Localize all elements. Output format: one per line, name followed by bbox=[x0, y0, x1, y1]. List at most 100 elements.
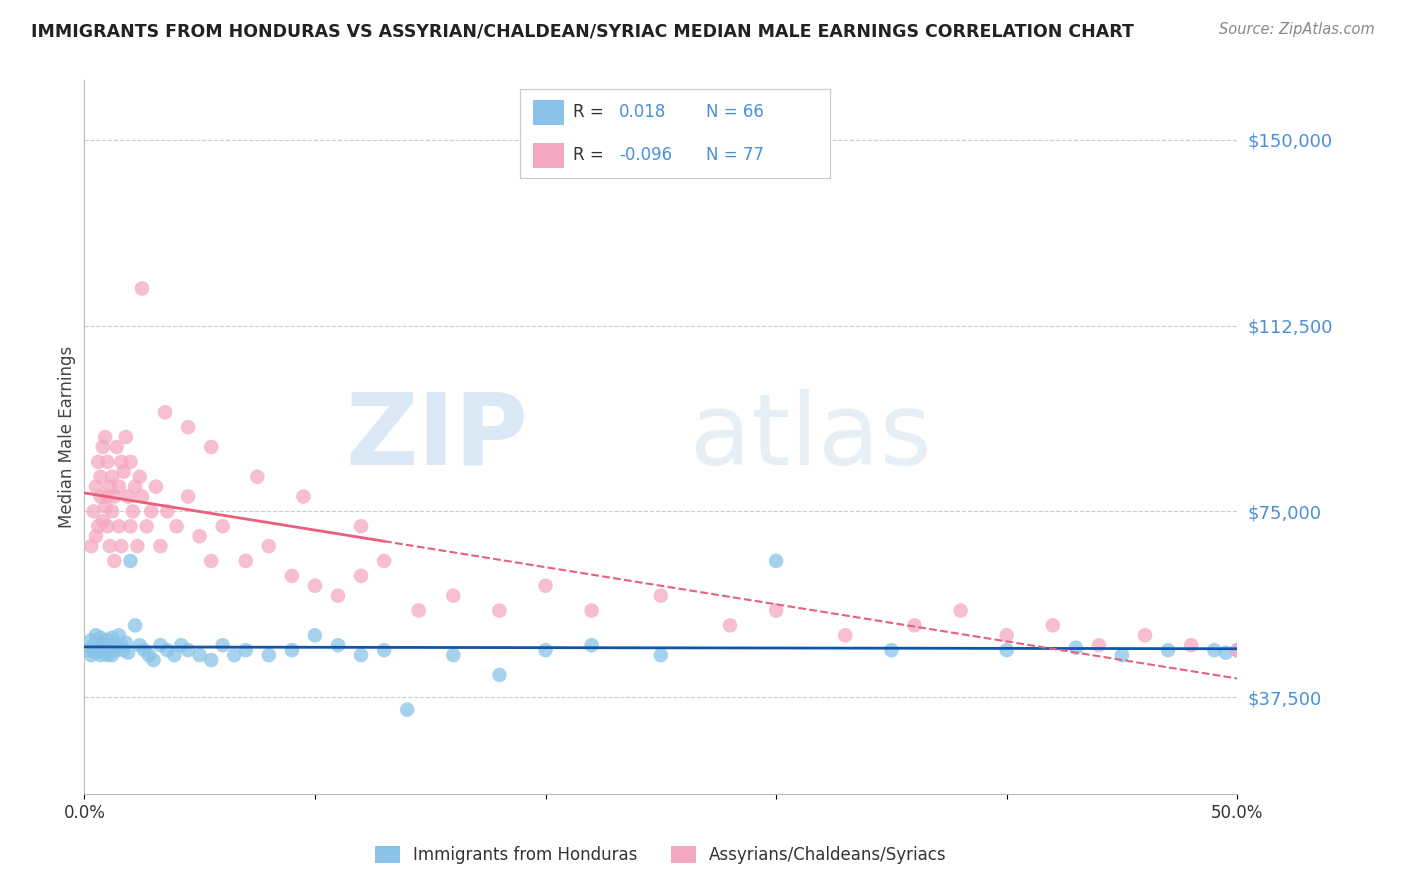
Point bbox=[115, 636, 138, 650]
Point bbox=[650, 589, 672, 603]
Point bbox=[949, 603, 972, 617]
Point bbox=[142, 653, 165, 667]
Point bbox=[117, 490, 139, 504]
Point bbox=[94, 430, 117, 444]
Point bbox=[224, 648, 246, 662]
Point bbox=[110, 455, 132, 469]
Point bbox=[80, 633, 103, 648]
Point bbox=[98, 638, 121, 652]
Point bbox=[304, 579, 326, 593]
Point bbox=[149, 539, 172, 553]
Point bbox=[128, 638, 150, 652]
Point bbox=[124, 618, 146, 632]
Point bbox=[1226, 643, 1249, 657]
Point bbox=[105, 643, 128, 657]
Point bbox=[153, 405, 176, 419]
Point bbox=[112, 643, 135, 657]
Point bbox=[89, 648, 111, 662]
Point bbox=[84, 628, 107, 642]
Text: N = 66: N = 66 bbox=[706, 103, 763, 121]
Point bbox=[1042, 618, 1064, 632]
Point bbox=[177, 643, 200, 657]
Text: 0.018: 0.018 bbox=[619, 103, 666, 121]
Point bbox=[87, 455, 110, 469]
Point bbox=[1111, 648, 1133, 662]
Point bbox=[1204, 643, 1226, 657]
Point bbox=[128, 469, 150, 483]
Text: N = 77: N = 77 bbox=[706, 146, 763, 164]
Point bbox=[91, 636, 114, 650]
Point bbox=[87, 643, 110, 657]
Point bbox=[98, 539, 121, 553]
Point bbox=[534, 579, 557, 593]
Point bbox=[135, 519, 157, 533]
Point bbox=[87, 519, 110, 533]
Point bbox=[87, 638, 110, 652]
Point bbox=[105, 440, 128, 454]
Point bbox=[166, 519, 188, 533]
Point bbox=[350, 648, 373, 662]
Point bbox=[101, 504, 124, 518]
Point bbox=[441, 648, 464, 662]
Point bbox=[1088, 638, 1111, 652]
Point bbox=[77, 643, 100, 657]
Point bbox=[83, 640, 105, 655]
Point bbox=[156, 504, 179, 518]
Point bbox=[96, 633, 118, 648]
Point bbox=[281, 643, 304, 657]
Point bbox=[94, 500, 117, 514]
Point bbox=[200, 440, 222, 454]
Point bbox=[103, 490, 125, 504]
Point bbox=[134, 643, 156, 657]
Point bbox=[145, 480, 167, 494]
Point bbox=[834, 628, 856, 642]
Point bbox=[121, 504, 143, 518]
Point bbox=[350, 569, 373, 583]
Point bbox=[91, 643, 114, 657]
Point bbox=[96, 648, 118, 662]
Point bbox=[117, 646, 139, 660]
Point bbox=[650, 648, 672, 662]
Point bbox=[120, 519, 142, 533]
Point bbox=[89, 490, 111, 504]
Point bbox=[396, 703, 419, 717]
Point bbox=[903, 618, 925, 632]
Point bbox=[200, 653, 222, 667]
Point bbox=[163, 648, 186, 662]
Point bbox=[326, 589, 349, 603]
Text: R =: R = bbox=[572, 146, 603, 164]
Point bbox=[408, 603, 430, 617]
Point bbox=[292, 490, 315, 504]
Point bbox=[103, 638, 125, 652]
Point bbox=[115, 430, 138, 444]
Point bbox=[488, 603, 510, 617]
Point bbox=[281, 569, 304, 583]
Point bbox=[188, 529, 211, 543]
Legend: Immigrants from Honduras, Assyrians/Chaldeans/Syriacs: Immigrants from Honduras, Assyrians/Chal… bbox=[375, 846, 946, 864]
Point bbox=[373, 554, 395, 568]
Point bbox=[257, 648, 280, 662]
Point bbox=[1133, 628, 1156, 642]
Point bbox=[350, 519, 373, 533]
Point bbox=[101, 631, 124, 645]
Text: IMMIGRANTS FROM HONDURAS VS ASSYRIAN/CHALDEAN/SYRIAC MEDIAN MALE EARNINGS CORREL: IMMIGRANTS FROM HONDURAS VS ASSYRIAN/CHA… bbox=[31, 22, 1133, 40]
Point bbox=[80, 648, 103, 662]
Point bbox=[581, 638, 603, 652]
Point bbox=[211, 638, 233, 652]
Point bbox=[441, 589, 464, 603]
Text: Source: ZipAtlas.com: Source: ZipAtlas.com bbox=[1219, 22, 1375, 37]
Point bbox=[89, 469, 111, 483]
Point bbox=[96, 490, 118, 504]
Point bbox=[94, 646, 117, 660]
Point bbox=[718, 618, 741, 632]
Point bbox=[96, 643, 118, 657]
Point bbox=[131, 281, 153, 295]
Point bbox=[170, 638, 193, 652]
Point bbox=[110, 638, 132, 652]
Point bbox=[488, 668, 510, 682]
Point bbox=[1215, 646, 1237, 660]
Point bbox=[120, 455, 142, 469]
Point bbox=[94, 640, 117, 655]
Point bbox=[84, 646, 107, 660]
Point bbox=[235, 643, 257, 657]
